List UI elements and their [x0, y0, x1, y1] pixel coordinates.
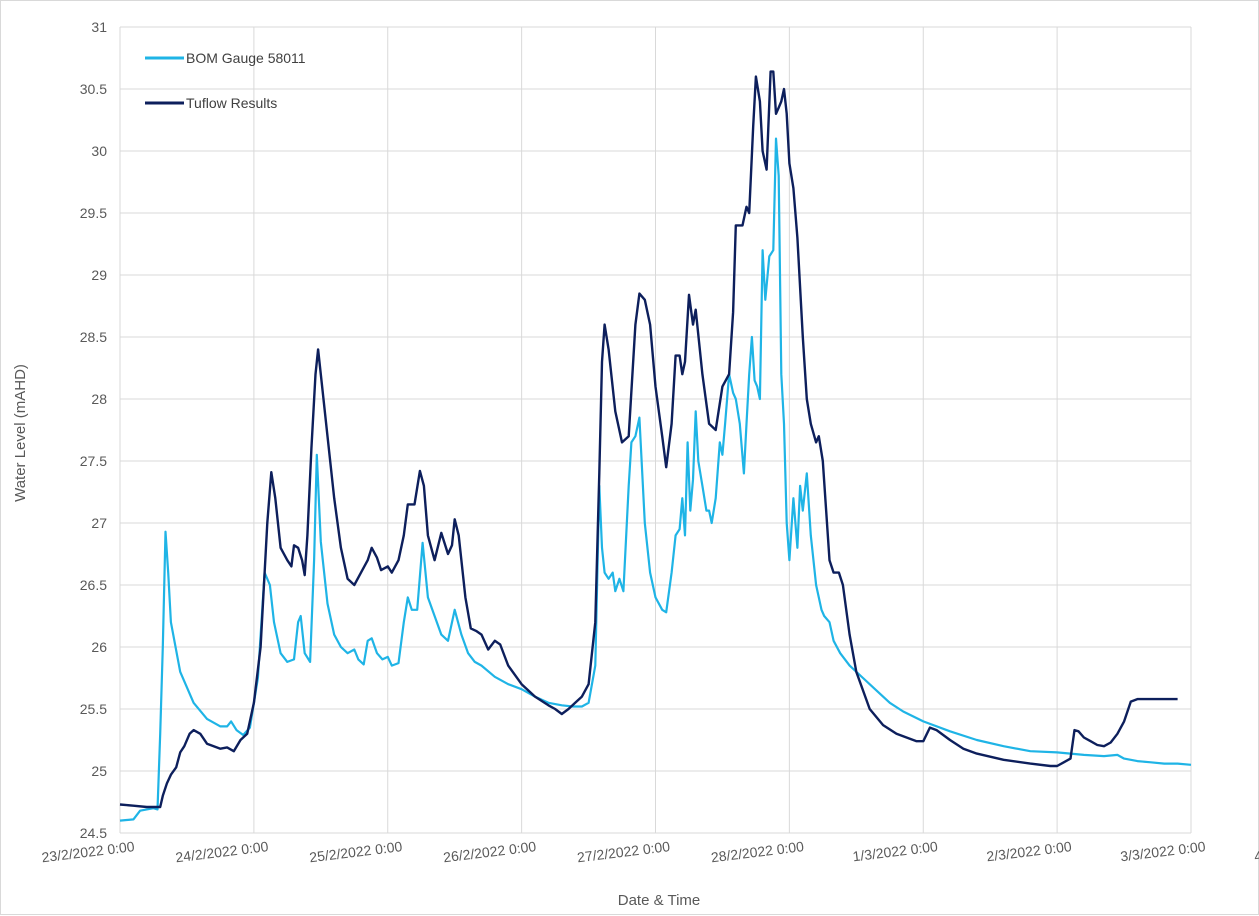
legend: BOM Gauge 58011 Tuflow Results — [145, 50, 306, 111]
x-tick-label: 24/2/2022 0:00 — [175, 838, 270, 865]
y-tick-label: 28.5 — [80, 329, 107, 345]
y-tick-label: 25 — [91, 763, 107, 779]
series-line-1 — [119, 137, 1192, 822]
y-tick-label: 26 — [91, 639, 107, 655]
y-tick-label: 31 — [91, 19, 107, 35]
y-axis-ticks: 24.5 25 25.5 26 26.5 27 27.5 28 28.5 29 29.5 30 30.5… — [80, 19, 107, 841]
x-tick-label: 28/2/2022 0:00 — [710, 838, 805, 865]
x-tick-label: 23/2/2022 0:00 — [41, 838, 136, 865]
gridlines — [119, 26, 1192, 834]
x-axis-title: Date & Time — [618, 892, 701, 909]
x-tick-label: 2/3/2022 0:00 — [986, 838, 1073, 864]
y-tick-label: 27 — [91, 515, 107, 531]
y-tick-label: 30.5 — [80, 81, 107, 97]
x-tick-label: 4/3/2022 0:00 — [1253, 838, 1259, 864]
series-lines — [119, 70, 1192, 822]
y-tick-label: 24.5 — [80, 825, 107, 841]
legend-label: BOM Gauge 58011 — [186, 50, 306, 66]
y-tick-label: 27.5 — [80, 453, 107, 469]
x-axis-ticks: 23/2/2022 0:00 24/2/2022 0:00 25/2/2022 0:… — [41, 838, 1259, 865]
y-axis-title: Water Level (mAHD) — [12, 364, 29, 502]
x-tick-label: 3/3/2022 0:00 — [1119, 838, 1206, 864]
series-line-2 — [119, 70, 1178, 809]
x-tick-label: 1/3/2022 0:00 — [852, 838, 939, 864]
y-tick-label: 29 — [91, 267, 107, 283]
x-tick-label: 27/2/2022 0:00 — [576, 838, 671, 865]
y-tick-label: 26.5 — [80, 577, 107, 593]
y-tick-label: 29.5 — [80, 205, 107, 221]
x-tick-label: 25/2/2022 0:00 — [308, 838, 403, 865]
x-tick-label: 26/2/2022 0:00 — [442, 838, 537, 865]
y-tick-label: 25.5 — [80, 701, 107, 717]
y-tick-label: 30 — [91, 143, 107, 159]
legend-label: Tuflow Results — [186, 95, 277, 111]
y-tick-label: 28 — [91, 391, 107, 407]
